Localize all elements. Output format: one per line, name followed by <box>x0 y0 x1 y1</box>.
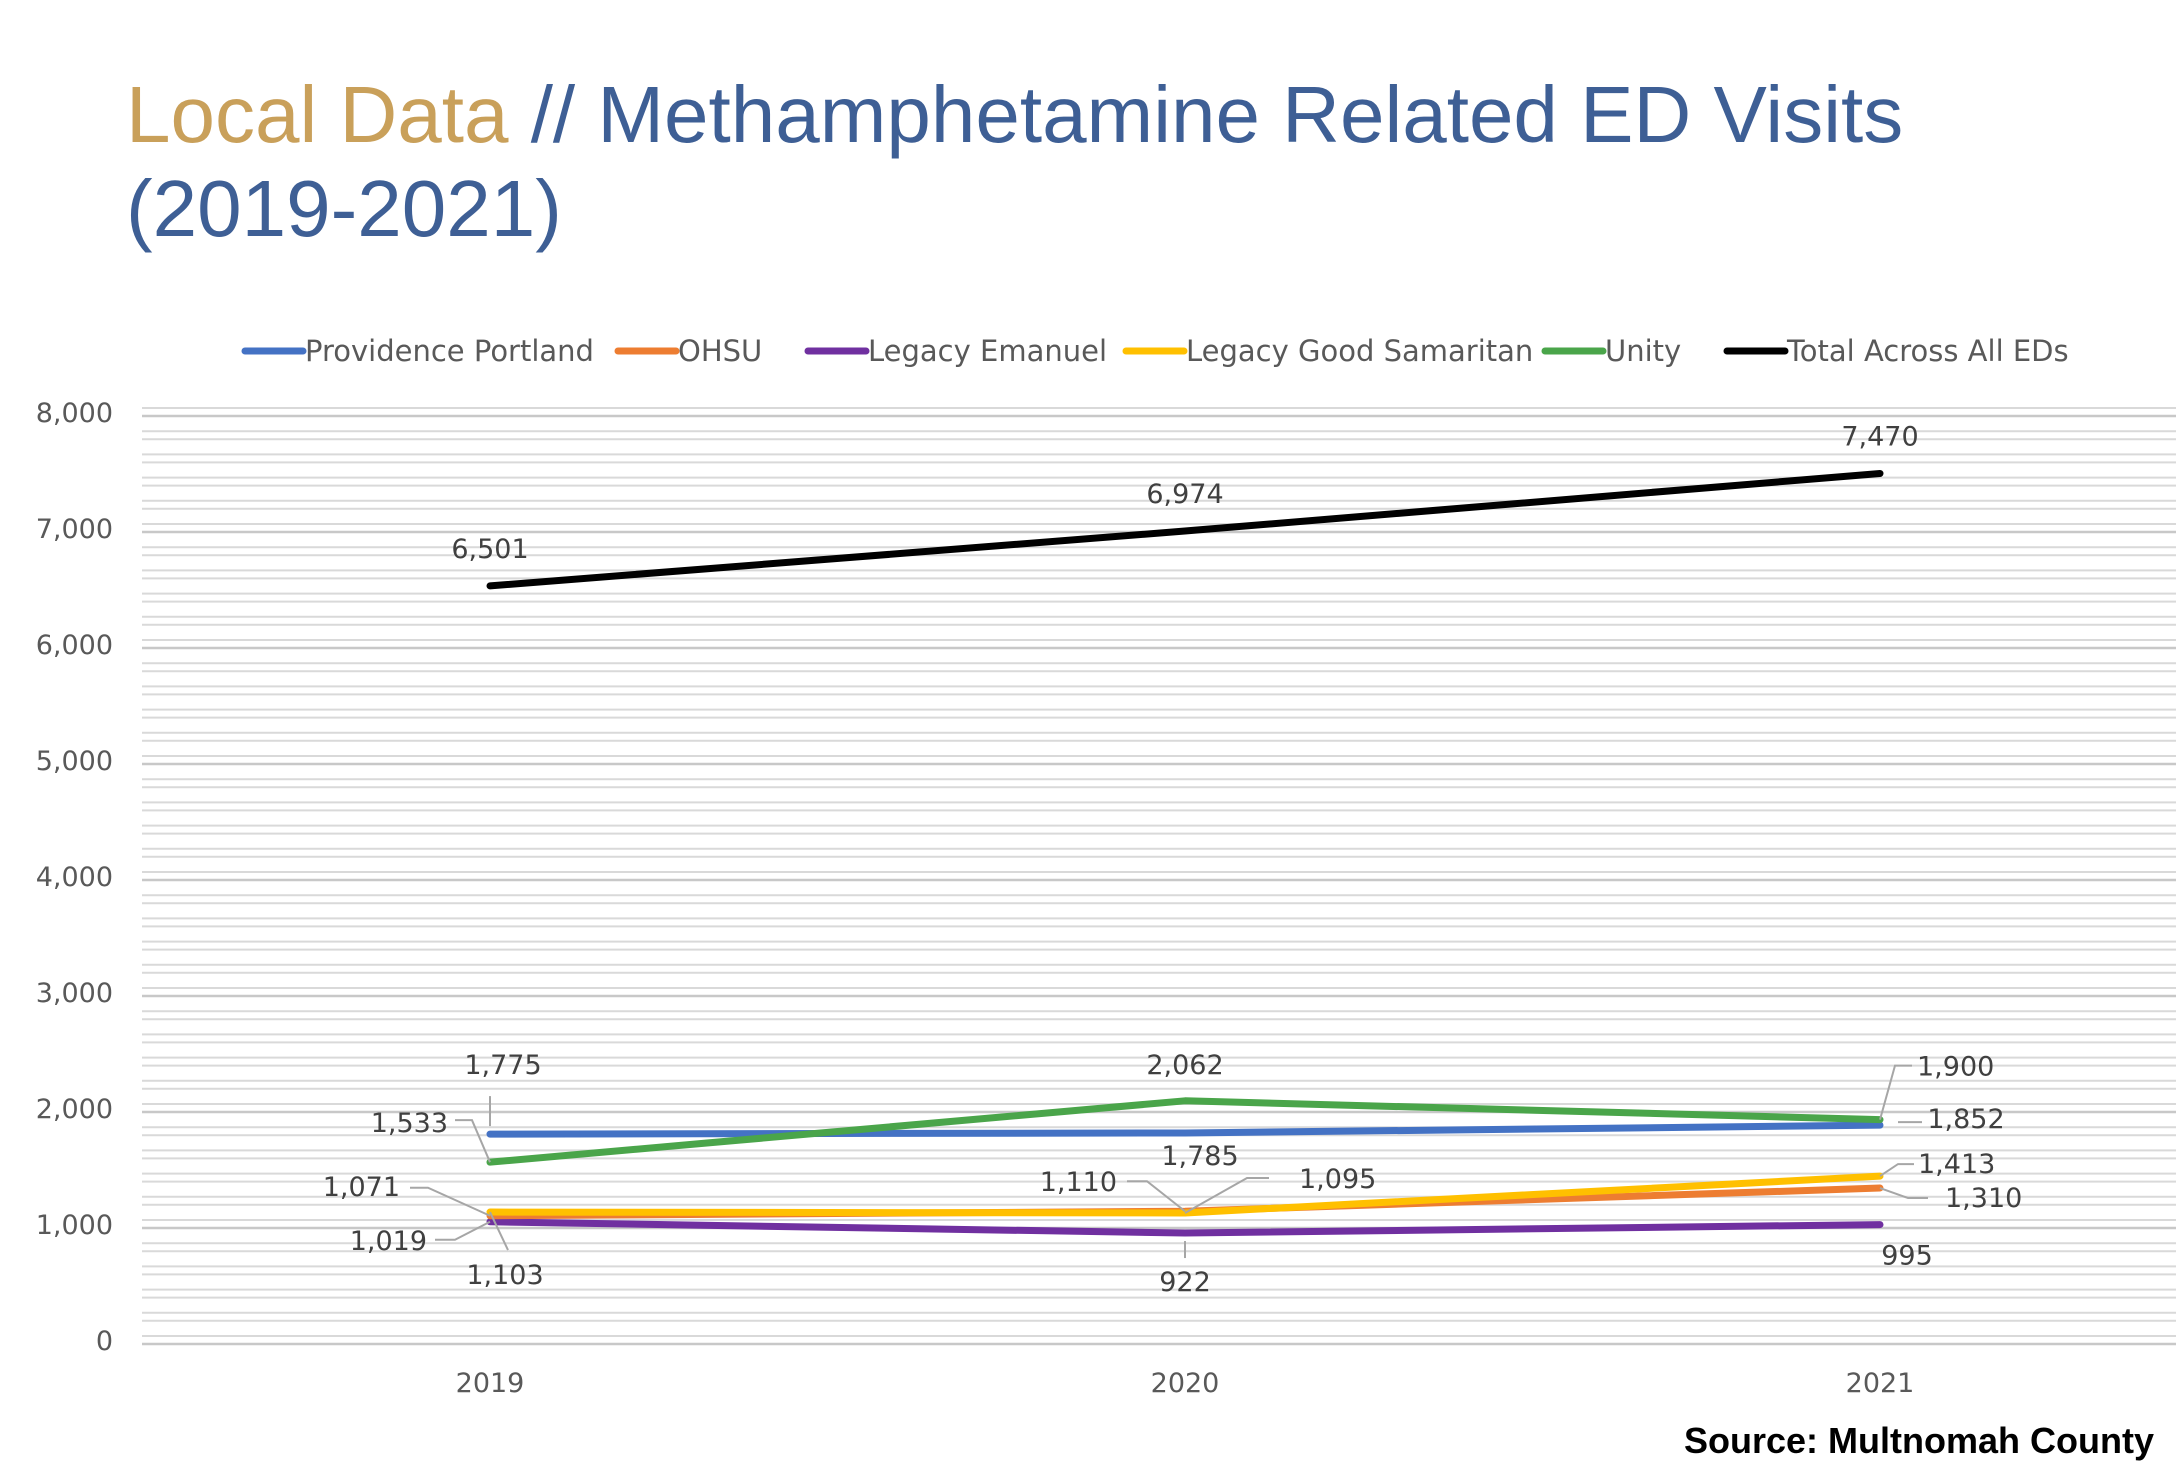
data-label: 1,071 <box>323 1172 400 1203</box>
data-label: 1,413 <box>1918 1149 1995 1180</box>
leader-line <box>489 1211 509 1251</box>
data-label: 1,110 <box>1040 1167 1117 1198</box>
data-label: 1,900 <box>1917 1052 1994 1083</box>
series-line <box>486 469 1884 590</box>
y-tick-label: 4,000 <box>36 862 113 893</box>
leader-line <box>1879 1163 1914 1177</box>
legend-label: Unity <box>1605 334 1681 368</box>
source-note: Source: Multnomah County <box>1684 1420 2154 1461</box>
data-label: 1,775 <box>464 1050 541 1081</box>
y-tick-label: 2,000 <box>36 1094 113 1125</box>
series-line <box>486 1121 1884 1138</box>
leader-line <box>1879 1064 1912 1120</box>
leader-line <box>1184 1176 1269 1214</box>
y-tick-label: 3,000 <box>36 978 113 1009</box>
series-line <box>486 1218 1884 1237</box>
legend-label: OHSU <box>678 334 762 368</box>
leader-line <box>1127 1180 1186 1213</box>
leader-line <box>455 1119 491 1163</box>
data-label: 995 <box>1881 1241 1933 1272</box>
legend-label: Providence Portland <box>305 334 594 368</box>
data-label: 1,310 <box>1945 1183 2022 1214</box>
legend-label: Legacy Good Samaritan <box>1186 334 1533 368</box>
data-label: 1,103 <box>466 1260 543 1291</box>
y-tick-label: 0 <box>96 1326 113 1357</box>
x-tick-label: 2021 <box>1846 1368 1915 1399</box>
x-tick-label: 2019 <box>456 1368 525 1399</box>
data-label: 1,095 <box>1299 1164 1376 1195</box>
y-tick-label: 5,000 <box>36 746 113 777</box>
data-label: 1,019 <box>350 1226 427 1257</box>
data-label: 6,974 <box>1146 479 1223 510</box>
data-label: 1,533 <box>371 1108 448 1139</box>
page-title: Local Data // Methamphetamine Related ED… <box>126 68 2026 256</box>
title-main: // Methamphetamine Related ED Visits (20… <box>126 70 1904 253</box>
y-tick-label: 6,000 <box>36 630 113 661</box>
legend-label: Total Across All EDs <box>1786 334 2069 368</box>
leader-line <box>1879 1187 1928 1200</box>
y-tick-label: 1,000 <box>36 1210 113 1241</box>
data-label: 1,785 <box>1161 1141 1238 1172</box>
y-tick-label: 8,000 <box>36 398 113 429</box>
title-accent: Local Data <box>126 70 509 159</box>
x-tick-label: 2020 <box>1151 1368 1220 1399</box>
legend-label: Legacy Emanuel <box>868 334 1107 368</box>
data-label: 2,062 <box>1146 1050 1223 1081</box>
data-label: 6,501 <box>451 534 528 565</box>
data-label: 7,470 <box>1841 421 1918 452</box>
series-line <box>486 1097 1884 1166</box>
data-label: 922 <box>1159 1267 1211 1298</box>
data-label: 1,852 <box>1927 1104 2004 1135</box>
leader-line <box>410 1186 491 1217</box>
y-tick-label: 7,000 <box>36 514 113 545</box>
leader-line <box>435 1220 491 1241</box>
